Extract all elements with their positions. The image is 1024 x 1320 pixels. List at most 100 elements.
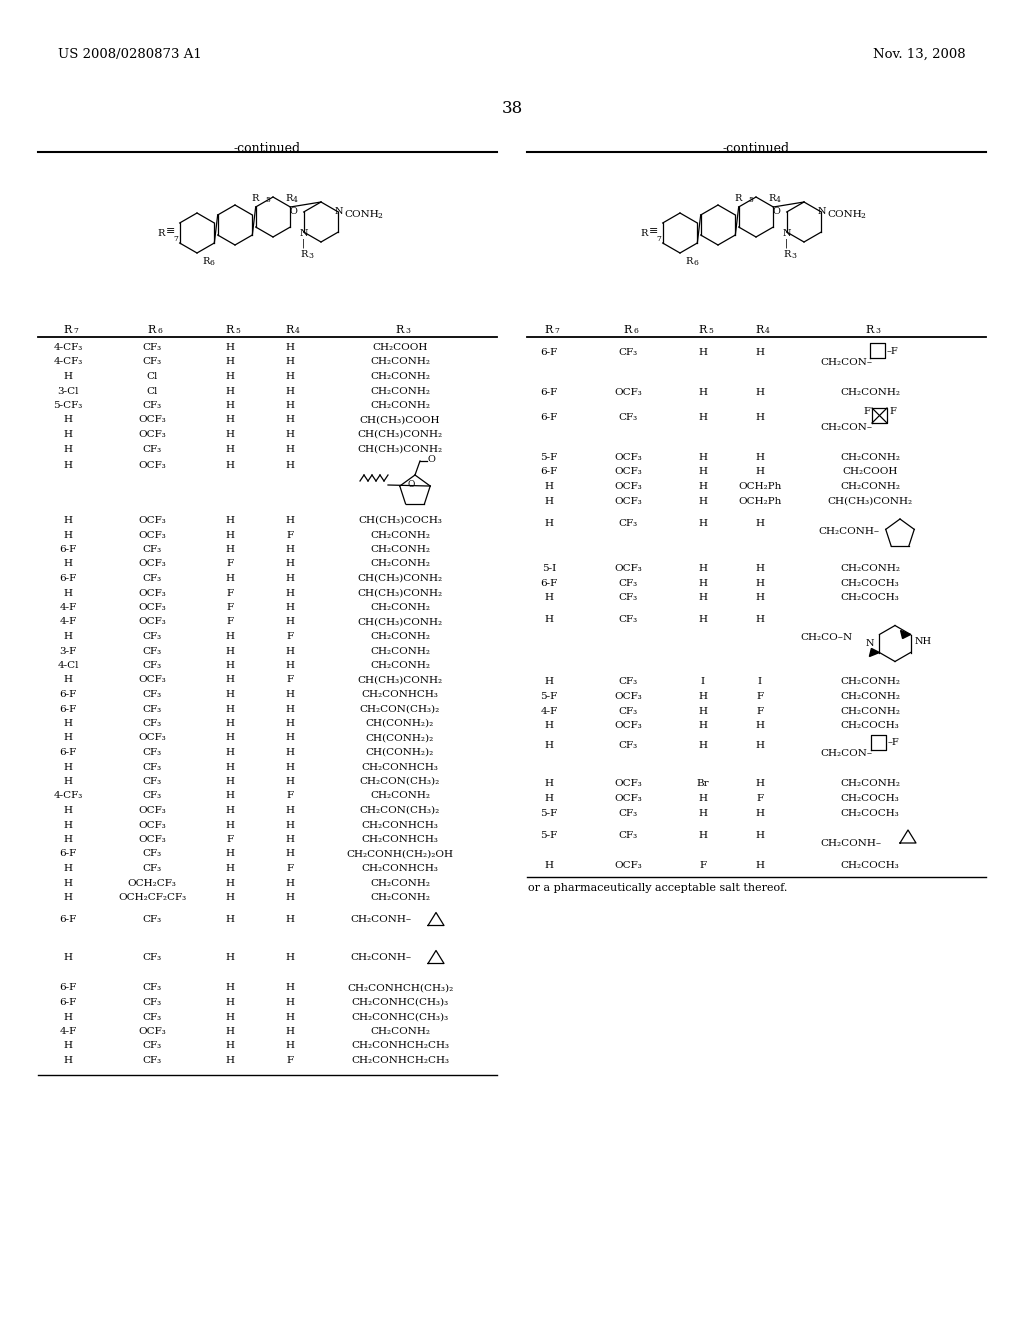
Text: R: R — [545, 325, 553, 335]
Text: 5: 5 — [234, 327, 240, 335]
Text: H: H — [225, 807, 234, 814]
Text: H: H — [225, 516, 234, 525]
Text: Cl: Cl — [146, 372, 158, 381]
Text: H: H — [286, 777, 295, 785]
Text: H: H — [63, 531, 73, 540]
Text: H: H — [286, 574, 295, 583]
Text: H: H — [225, 821, 234, 829]
Text: H: H — [286, 953, 295, 962]
Text: CONH: CONH — [827, 210, 862, 219]
Text: F: F — [863, 407, 870, 416]
Text: H: H — [225, 998, 234, 1007]
Text: CH(CH₃)CONH₂: CH(CH₃)CONH₂ — [357, 589, 442, 598]
Text: CH₂CONHCH₃: CH₂CONHCH₃ — [361, 865, 438, 873]
Text: H: H — [63, 836, 73, 843]
Text: H: H — [286, 516, 295, 525]
Text: H: H — [286, 705, 295, 714]
Text: 6-F: 6-F — [541, 348, 558, 356]
Text: R: R — [641, 228, 648, 238]
Text: H: H — [225, 461, 234, 470]
Text: 4-CF₃: 4-CF₃ — [53, 343, 83, 352]
Text: H: H — [63, 821, 73, 829]
Text: H: H — [225, 879, 234, 887]
Text: OCF₃: OCF₃ — [614, 453, 642, 462]
Text: H: H — [63, 372, 73, 381]
Text: F: F — [757, 795, 764, 803]
Text: F: F — [226, 589, 233, 598]
Text: CF₃: CF₃ — [142, 850, 162, 858]
Text: CF₃: CF₃ — [142, 916, 162, 924]
Text: R: R — [147, 325, 156, 335]
Text: CF₃: CF₃ — [618, 615, 638, 624]
Text: CH₂CONH₂: CH₂CONH₂ — [370, 894, 430, 902]
Text: H: H — [225, 1027, 234, 1036]
Text: 5: 5 — [748, 195, 753, 205]
Text: –F: –F — [887, 346, 899, 355]
Text: CH(CONH₂)₂: CH(CONH₂)₂ — [366, 719, 434, 729]
Text: H: H — [545, 593, 554, 602]
Text: 5-CF₃: 5-CF₃ — [53, 401, 83, 411]
Text: H: H — [698, 519, 708, 528]
Text: 5-F: 5-F — [541, 692, 558, 701]
Text: CH₂CONH₂: CH₂CONH₂ — [840, 453, 900, 462]
Text: CH₂COCH₃: CH₂COCH₃ — [841, 593, 899, 602]
Text: H: H — [286, 589, 295, 598]
Text: CH(CH₃)CONH₂: CH(CH₃)CONH₂ — [357, 618, 442, 627]
Text: H: H — [63, 676, 73, 685]
Text: H: H — [286, 734, 295, 742]
Text: I: I — [758, 677, 762, 686]
Text: H: H — [286, 763, 295, 771]
Text: H: H — [756, 780, 765, 788]
Text: 6-F: 6-F — [59, 574, 77, 583]
Text: 38: 38 — [502, 100, 522, 117]
Text: H: H — [225, 574, 234, 583]
Text: H: H — [545, 519, 554, 528]
Text: 3: 3 — [874, 327, 880, 335]
Text: H: H — [286, 560, 295, 569]
Text: CH₂COCH₃: CH₂COCH₃ — [841, 721, 899, 730]
Text: 6-F: 6-F — [541, 413, 558, 422]
Text: 6-F: 6-F — [59, 916, 77, 924]
Text: H: H — [286, 998, 295, 1007]
Text: 7: 7 — [73, 327, 78, 335]
Text: H: H — [756, 467, 765, 477]
Text: CH₂CONH₂: CH₂CONH₂ — [840, 706, 900, 715]
Text: H: H — [225, 343, 234, 352]
Text: CF₃: CF₃ — [618, 742, 638, 751]
Text: OCH₂Ph: OCH₂Ph — [738, 482, 781, 491]
Text: R: R — [252, 194, 259, 203]
Text: CF₃: CF₃ — [142, 545, 162, 554]
Text: H: H — [756, 453, 765, 462]
Text: Br: Br — [696, 780, 710, 788]
Text: CONH: CONH — [344, 210, 379, 219]
Text: 6: 6 — [157, 327, 162, 335]
Text: Nov. 13, 2008: Nov. 13, 2008 — [873, 48, 966, 61]
Text: CH₂CONH₂: CH₂CONH₂ — [370, 372, 430, 381]
Text: CH₂CONH₂: CH₂CONH₂ — [370, 647, 430, 656]
Text: CF₃: CF₃ — [142, 719, 162, 729]
Text: 4: 4 — [295, 327, 300, 335]
Text: OCF₃: OCF₃ — [138, 560, 166, 569]
Text: 4: 4 — [293, 195, 298, 205]
Text: H: H — [225, 1056, 234, 1065]
Text: H: H — [225, 734, 234, 742]
Text: N: N — [335, 206, 344, 215]
Text: 3-Cl: 3-Cl — [57, 387, 79, 396]
Text: H: H — [698, 742, 708, 751]
Text: CH₂CON–: CH₂CON– — [820, 750, 872, 759]
Text: CF₃: CF₃ — [142, 865, 162, 873]
Text: H: H — [63, 632, 73, 642]
Text: OCF₃: OCF₃ — [614, 692, 642, 701]
Text: OCF₃: OCF₃ — [138, 734, 166, 742]
Text: F: F — [287, 1056, 294, 1065]
Text: F: F — [226, 618, 233, 627]
Text: OCF₃: OCF₃ — [138, 416, 166, 425]
Text: H: H — [698, 692, 708, 701]
Text: H: H — [545, 615, 554, 624]
Text: H: H — [63, 445, 73, 454]
Text: CH₂COCH₃: CH₂COCH₃ — [841, 808, 899, 817]
Text: H: H — [63, 807, 73, 814]
Text: OCF₃: OCF₃ — [138, 461, 166, 470]
Text: H: H — [286, 416, 295, 425]
Text: CH₂CONH₂: CH₂CONH₂ — [370, 632, 430, 642]
